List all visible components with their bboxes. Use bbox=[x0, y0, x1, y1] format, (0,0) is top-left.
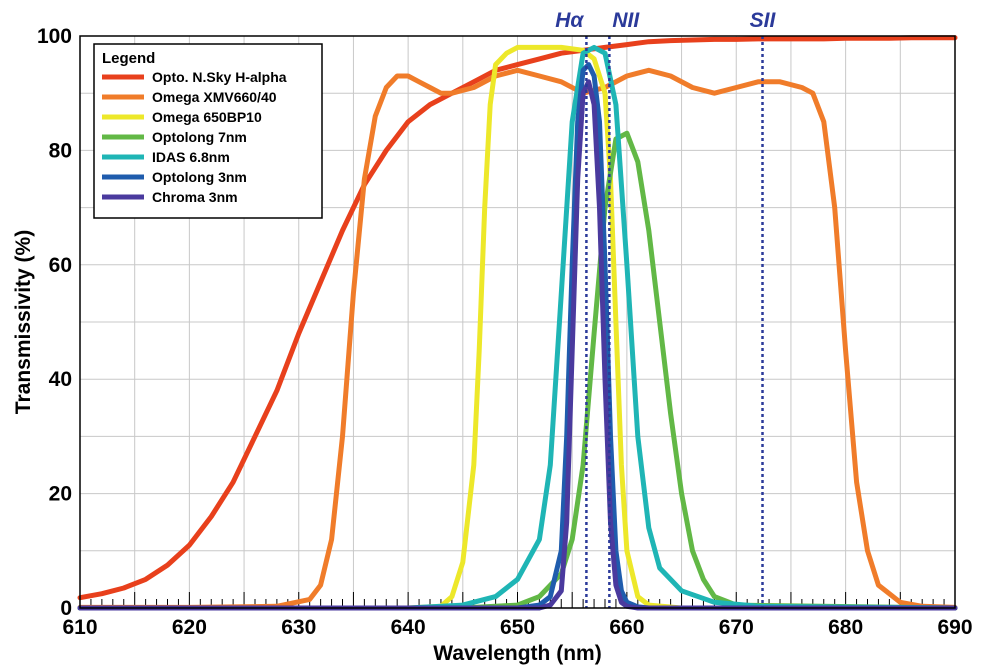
y-tick-label: 40 bbox=[49, 368, 72, 391]
x-tick-label: 670 bbox=[719, 616, 754, 639]
reference-line-label: SII bbox=[750, 9, 777, 32]
legend-box bbox=[93, 43, 323, 219]
x-tick-labels: 610 620 630 640 650 660 670 680 690 bbox=[62, 616, 972, 639]
series-line bbox=[77, 35, 958, 601]
y-tick-label: 80 bbox=[49, 139, 72, 162]
y-axis-title: Transmissivity (%) bbox=[12, 230, 35, 414]
y-tick-label: 20 bbox=[49, 483, 72, 506]
series-line bbox=[77, 44, 958, 611]
legend-label: Optolong 7nm bbox=[152, 129, 247, 145]
reference-line-label: Hα bbox=[555, 9, 584, 32]
x-tick-label: 690 bbox=[937, 616, 972, 639]
y-tick-label: 60 bbox=[49, 254, 72, 277]
series-line bbox=[77, 67, 958, 610]
series-lines bbox=[77, 35, 958, 611]
x-tick-label: 680 bbox=[828, 616, 863, 639]
legend-label: Chroma 3nm bbox=[152, 189, 238, 205]
series-line bbox=[77, 79, 958, 611]
legend-items: Opto. N.Sky H-alpha Omega XMV660/40 Omega … bbox=[102, 69, 287, 205]
series-line bbox=[77, 130, 958, 611]
series-line bbox=[77, 62, 958, 611]
x-axis-title: Wavelength (nm) bbox=[433, 642, 601, 665]
legend-label: Optolong 3nm bbox=[152, 169, 247, 185]
x-tick-label: 620 bbox=[172, 616, 207, 639]
y-tick-labels: 0 20 40 60 80 100 bbox=[37, 25, 72, 620]
legend-title: Legend bbox=[102, 50, 155, 67]
legend: Legend Opto. N.Sky H-alpha Omega XMV660/4… bbox=[93, 43, 323, 219]
reference-lines: Hα NII SII bbox=[555, 9, 776, 608]
legend-label: Omega 650BP10 bbox=[152, 109, 262, 125]
x-tick-label: 610 bbox=[62, 616, 97, 639]
legend-label: Omega XMV660/40 bbox=[152, 89, 277, 105]
y-tick-label: 0 bbox=[60, 597, 72, 620]
y-tick-label: 100 bbox=[37, 25, 72, 48]
x-tick-label: 640 bbox=[391, 616, 426, 639]
legend-label: Opto. N.Sky H-alpha bbox=[152, 69, 287, 85]
x-tick-label: 660 bbox=[609, 616, 644, 639]
legend-label: IDAS 6.8nm bbox=[152, 149, 230, 165]
x-tick-label: 650 bbox=[500, 616, 535, 639]
reference-line-label: NII bbox=[612, 9, 640, 32]
x-tick-label: 630 bbox=[281, 616, 316, 639]
series-line bbox=[77, 44, 958, 611]
plot-frame bbox=[79, 35, 956, 609]
